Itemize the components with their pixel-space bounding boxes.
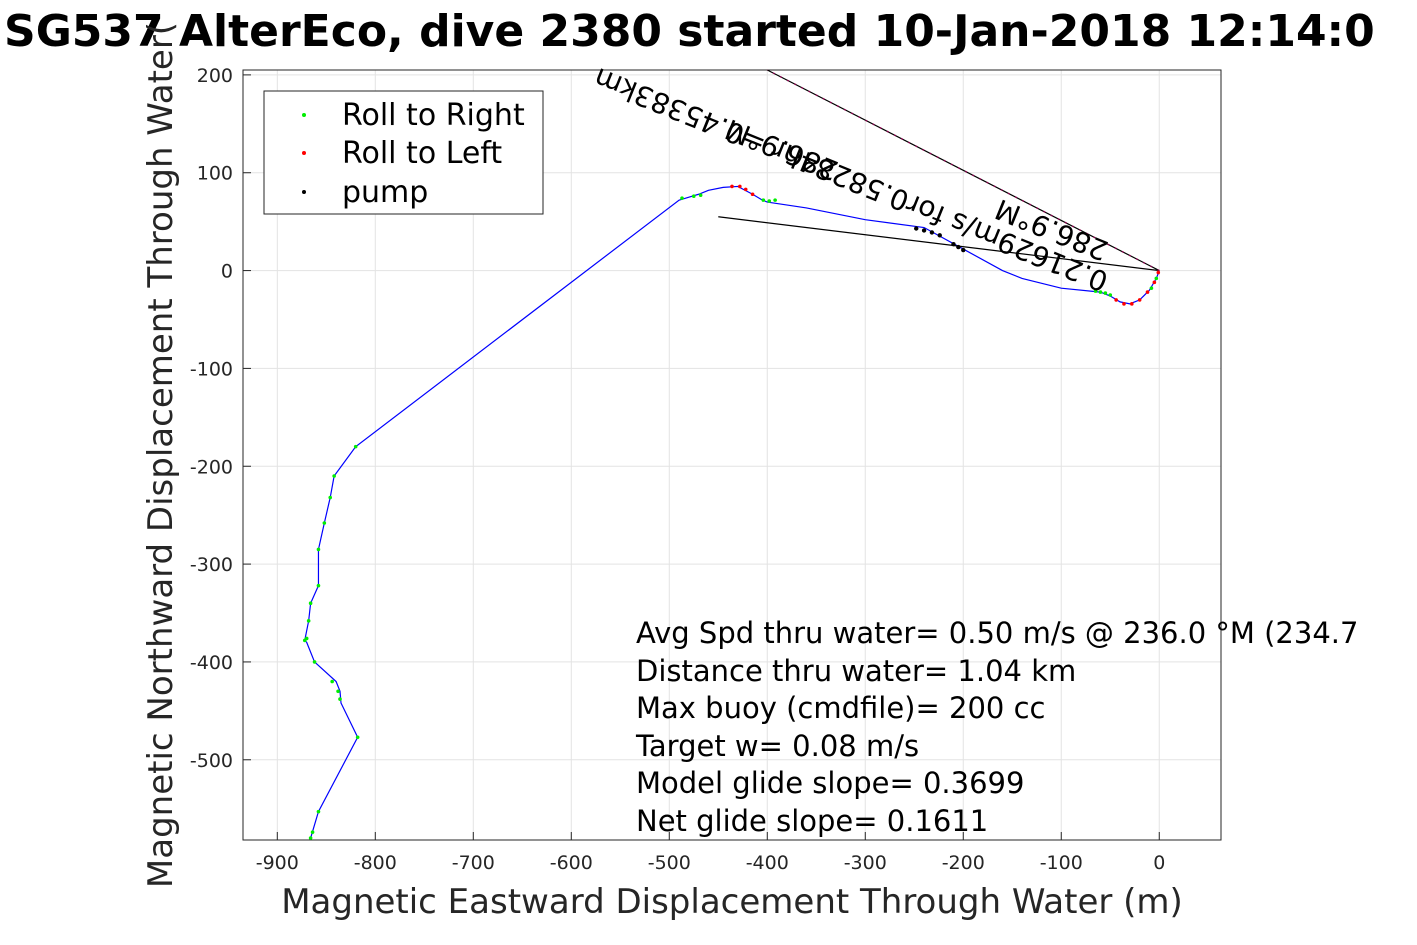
roll-to-right-point	[355, 735, 360, 740]
x-tick-label: -100	[1040, 852, 1083, 874]
roll-to-left-point	[1145, 290, 1150, 294]
roll-to-right-point	[691, 194, 696, 199]
roll-to-right-point	[773, 198, 777, 202]
roll-to-right-point	[306, 619, 311, 623]
stat-model-glide-slope: Model glide slope= 0.3699	[636, 766, 1024, 800]
x-tick-label: -900	[256, 852, 299, 874]
roll-to-left-point	[1137, 298, 1142, 302]
roll-to-right-point	[1103, 291, 1108, 295]
x-tick-label: -500	[648, 852, 691, 874]
roll-to-right-point	[316, 583, 321, 588]
y-tick-label: 0	[221, 261, 233, 283]
x-tick-label: -400	[746, 852, 789, 874]
pump-point	[937, 233, 942, 238]
x-tick-label: -700	[452, 852, 495, 874]
y-tick-label: -400	[190, 652, 233, 674]
roll-to-right-point	[308, 601, 313, 606]
stat-distance: Distance thru water= 1.04 km	[636, 654, 1076, 688]
pump-point	[961, 247, 966, 253]
roll-to-right-point	[1098, 290, 1103, 294]
legend-label-roll-left: Roll to Left	[342, 136, 502, 171]
roll-to-right-point	[308, 836, 313, 840]
roll-to-right-point	[312, 660, 317, 664]
roll-to-left-point	[750, 192, 755, 197]
roll-to-right-point	[680, 196, 684, 200]
roll-to-right-point	[761, 198, 766, 202]
roll-to-left-point	[738, 184, 742, 189]
legend-marker-roll-left	[302, 151, 306, 155]
stat-max-buoy: Max buoy (cmdfile)= 200 cc	[636, 691, 1045, 725]
roll-to-right-point	[316, 809, 321, 814]
x-tick-label: 0	[1153, 852, 1165, 874]
pump-point	[914, 226, 919, 231]
roll-to-right-point	[322, 521, 327, 525]
roll-to-right-point	[332, 474, 336, 478]
roll-to-right-point	[1093, 289, 1098, 293]
stat-target-w: Target w= 0.08 m/s	[635, 729, 919, 763]
roll-to-right-point	[330, 679, 334, 684]
roll-to-right-point	[698, 193, 703, 198]
roll-to-left-point	[730, 184, 734, 189]
x-axis-label: Magnetic Eastward Displacement Through W…	[281, 882, 1183, 922]
y-tick-label: -200	[190, 456, 233, 478]
roll-to-right-point	[353, 444, 358, 449]
x-tick-label: -800	[354, 852, 397, 874]
current-vector-1-overlay	[766, 69, 1160, 272]
pump-point	[956, 244, 961, 250]
legend-marker-pump	[302, 190, 306, 194]
roll-to-right-point	[1149, 286, 1154, 290]
roll-to-right-point	[304, 636, 309, 641]
roll-to-left-point	[1114, 298, 1118, 302]
y-tick-label: -100	[190, 358, 233, 380]
roll-to-right-point	[316, 547, 321, 552]
roll-to-left-point	[743, 187, 748, 192]
y-tick-label: -500	[190, 750, 233, 772]
x-axis-ticks: -900 -800 -700 -600 -500 -400 -300 -200 -100 0	[256, 832, 1165, 874]
roll-to-right-point	[767, 199, 772, 203]
pump-point	[929, 230, 935, 235]
vector-speed-annotation: 0.21629m/s for0.58284hr =0.45383km	[589, 61, 1112, 298]
roll-to-right-point	[310, 830, 315, 834]
x-tick-label: -300	[844, 852, 887, 874]
roll-to-right-point	[338, 697, 342, 701]
roll-to-right-point	[1108, 293, 1113, 297]
roll-to-left-point	[1122, 302, 1126, 306]
y-tick-label: -300	[190, 554, 233, 576]
pump-point	[921, 228, 927, 233]
dive-stats: Avg Spd thru water= 0.50 m/s @ 236.0 °M …	[635, 616, 1358, 838]
legend-marker-roll-right	[302, 113, 306, 117]
vector-heading-annotation-2: 286.9°M	[721, 112, 843, 187]
plot-area-frame	[242, 69, 1222, 841]
legend-label-roll-right: Roll to Right	[342, 98, 525, 133]
roll-to-left-point	[1152, 280, 1157, 285]
x-tick-label: -600	[550, 852, 593, 874]
legend: Roll to Right Roll to Left pump	[263, 90, 544, 215]
roll-to-left-point	[1130, 302, 1134, 306]
stat-net-glide-slope: Net glide slope= 0.1611	[636, 804, 988, 838]
series-group	[302, 69, 1161, 840]
legend-label-pump: pump	[342, 175, 428, 210]
roll-to-right-point	[1154, 276, 1159, 281]
roll-to-right-point	[336, 689, 340, 694]
y-axis-label: Magnetic Northward Displacement Through …	[141, 22, 181, 888]
stat-avg-speed: Avg Spd thru water= 0.50 m/s @ 236.0 °M …	[636, 616, 1358, 650]
roll-to-left-point	[1156, 270, 1161, 275]
y-axis-ticks: 200 100 0 -100 -200 -300 -400 -500	[190, 65, 251, 772]
x-tick-label: -200	[942, 852, 985, 874]
legend-box	[263, 90, 544, 215]
roll-to-right-point	[328, 495, 333, 500]
chart-title: SG537 AlterEco, dive 2380 started 10-Jan…	[4, 6, 1375, 57]
pump-point	[951, 241, 956, 247]
current-vector-2-line	[718, 216, 1160, 272]
y-tick-label: 100	[197, 163, 233, 185]
y-tick-label: 200	[197, 65, 233, 87]
